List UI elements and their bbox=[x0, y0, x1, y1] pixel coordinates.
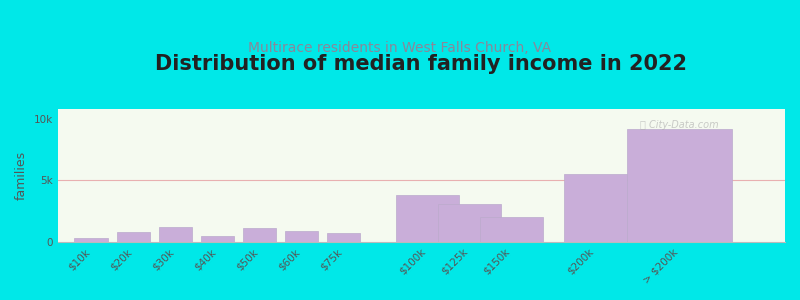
Text: Multirace residents in West Falls Church, VA: Multirace residents in West Falls Church… bbox=[249, 40, 551, 55]
Bar bbox=[627, 129, 733, 242]
Bar bbox=[396, 195, 459, 242]
Bar bbox=[438, 204, 502, 242]
Bar bbox=[285, 231, 318, 242]
Bar bbox=[326, 233, 360, 242]
Bar bbox=[158, 227, 192, 242]
Text: ⓘ City-Data.com: ⓘ City-Data.com bbox=[639, 119, 718, 130]
Y-axis label: families: families bbox=[15, 151, 28, 200]
Bar bbox=[242, 228, 276, 242]
Bar bbox=[201, 236, 234, 242]
Title: Distribution of median family income in 2022: Distribution of median family income in … bbox=[155, 54, 687, 74]
Bar bbox=[564, 174, 627, 242]
Bar bbox=[480, 217, 543, 242]
Bar bbox=[74, 238, 108, 242]
Bar bbox=[117, 232, 150, 242]
